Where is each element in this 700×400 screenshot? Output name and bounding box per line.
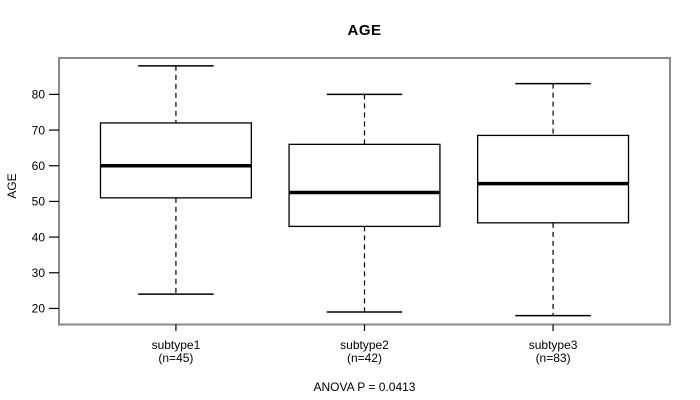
- x-group-sublabel: (n=83): [536, 351, 571, 365]
- iqr-box: [99, 122, 253, 199]
- iqr-box: [288, 143, 441, 228]
- x-group-sublabel: (n=45): [158, 351, 193, 365]
- anova-annotation: ANOVA P = 0.0413: [313, 380, 416, 394]
- y-tick-label: 50: [32, 195, 46, 209]
- y-tick-label: 30: [32, 266, 46, 280]
- box-group-subtype1: [99, 65, 253, 295]
- y-tick-label: 40: [32, 230, 46, 244]
- y-tick-label: 20: [32, 302, 46, 316]
- iqr-box: [476, 134, 630, 224]
- y-tick-label: 80: [32, 88, 46, 102]
- x-group-sublabel: (n=42): [347, 351, 382, 365]
- x-group-label: subtype2: [340, 338, 389, 352]
- box-group-subtype3: [476, 82, 630, 317]
- box-group-subtype2: [288, 93, 441, 313]
- x-group-label: subtype3: [529, 338, 578, 352]
- chart-title: AGE: [347, 22, 382, 39]
- y-tick-label: 70: [32, 123, 46, 137]
- x-group-label: subtype1: [152, 338, 201, 352]
- y-tick-label: 60: [32, 159, 46, 173]
